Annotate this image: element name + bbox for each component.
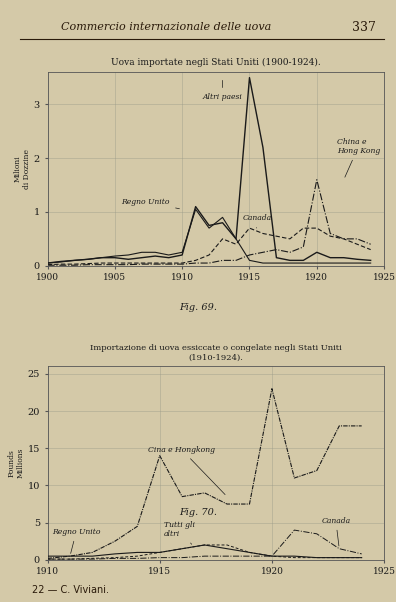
Text: Tutti gli
altri: Tutti gli altri	[164, 521, 195, 544]
Text: Canada: Canada	[321, 517, 350, 546]
Title: Importazione di uova essiccate o congelate negli Stati Uniti
(1910-1924).: Importazione di uova essiccate o congela…	[90, 344, 342, 361]
Text: 337: 337	[352, 20, 376, 34]
Text: Regno Unito: Regno Unito	[52, 528, 101, 553]
Text: Altri paesi: Altri paesi	[202, 81, 242, 101]
Title: Uova importate negli Stati Uniti (1900-1924).: Uova importate negli Stati Uniti (1900-1…	[111, 58, 321, 67]
Text: Regno Unito: Regno Unito	[122, 198, 179, 209]
Text: Fig. 70.: Fig. 70.	[179, 507, 217, 517]
Text: Canada: Canada	[243, 214, 272, 228]
Y-axis label: Pounds
Millions: Pounds Millions	[8, 448, 25, 479]
Text: 22 — C. Viviani.: 22 — C. Viviani.	[32, 585, 109, 595]
Text: China e
Hong Kong: China e Hong Kong	[337, 138, 380, 177]
Text: Commercio internazionale delle uova: Commercio internazionale delle uova	[61, 22, 271, 32]
Y-axis label: Milioni
di Dozzine: Milioni di Dozzine	[13, 149, 31, 189]
Text: Fig. 69.: Fig. 69.	[179, 303, 217, 312]
Text: Cina e Hongkong: Cina e Hongkong	[148, 446, 225, 495]
